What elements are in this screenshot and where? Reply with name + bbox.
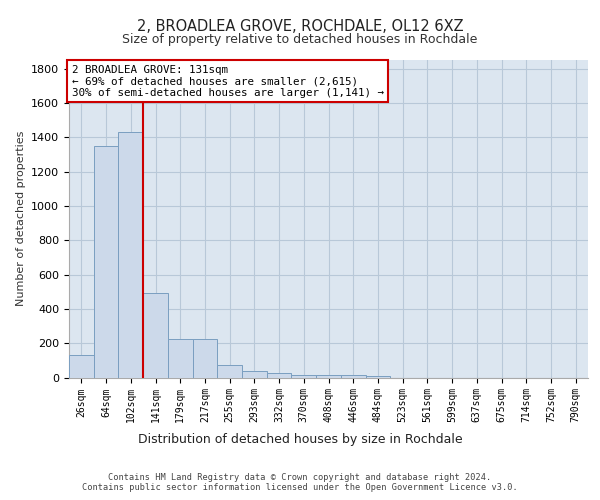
Bar (316, 375, 341, 378)
Bar (292, 375, 316, 378)
Bar (69, 355, 94, 378)
Y-axis label: Number of detached properties: Number of detached properties (16, 131, 26, 306)
Text: Size of property relative to detached houses in Rochdale: Size of property relative to detached ho… (122, 32, 478, 46)
Text: Distribution of detached houses by size in Rochdale: Distribution of detached houses by size … (137, 432, 463, 446)
Bar (143, 294, 168, 378)
Bar (341, 375, 365, 378)
Bar (168, 339, 193, 378)
Bar (217, 364, 242, 378)
Bar (365, 376, 390, 378)
Bar (267, 373, 292, 378)
Text: 2 BROADLEA GROVE: 131sqm
← 69% of detached houses are smaller (2,615)
30% of sem: 2 BROADLEA GROVE: 131sqm ← 69% of detach… (71, 65, 383, 98)
Bar (193, 339, 217, 378)
Bar (242, 370, 267, 378)
Text: 2, BROADLEA GROVE, ROCHDALE, OL12 6XZ: 2, BROADLEA GROVE, ROCHDALE, OL12 6XZ (137, 19, 463, 34)
Bar (94, 146, 118, 378)
Bar (118, 132, 143, 378)
Text: Contains HM Land Registry data © Crown copyright and database right 2024.
Contai: Contains HM Land Registry data © Crown c… (82, 472, 518, 492)
